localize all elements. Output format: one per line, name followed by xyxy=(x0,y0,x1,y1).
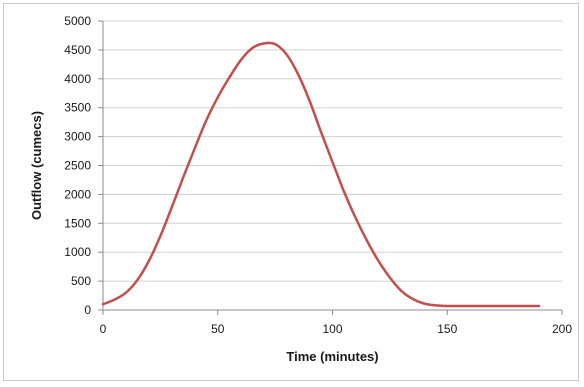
y-tick-label-1000: 1000 xyxy=(64,245,91,259)
y-tick-labels: 0 500 1000 1500 2000 2500 3000 3500 4000 4500 5000 xyxy=(64,14,91,317)
y-tick-label-2500: 2500 xyxy=(64,159,91,173)
y-tick-label-3500: 3500 xyxy=(64,101,91,115)
y-tick-label-3000: 3000 xyxy=(64,130,91,144)
x-tick-label-150: 150 xyxy=(437,322,457,336)
y-tick-label-4500: 4500 xyxy=(64,43,91,57)
y-tick-label-2000: 2000 xyxy=(64,187,91,201)
x-axis-title: Time (minutes) xyxy=(286,349,378,364)
series-layer xyxy=(101,41,541,308)
y-tick-label-0: 0 xyxy=(84,303,91,317)
x-tick-label-200: 200 xyxy=(552,322,572,336)
y-tick-label-1500: 1500 xyxy=(64,216,91,230)
x-tick-label-100: 100 xyxy=(322,322,342,336)
chart-frame xyxy=(3,3,579,381)
x-tick-labels: 0 50 100 150 200 xyxy=(100,322,573,336)
series-line-0 xyxy=(101,41,541,308)
axes xyxy=(98,20,563,315)
y-tick-label-500: 500 xyxy=(71,274,91,288)
y-tick-label-4000: 4000 xyxy=(64,72,91,86)
x-tick-label-50: 50 xyxy=(211,322,225,336)
y-tick-label-5000: 5000 xyxy=(64,14,91,28)
y-axis-title: Outflow (cumecs) xyxy=(29,111,44,220)
x-tick-label-0: 0 xyxy=(100,322,107,336)
grid-lines xyxy=(103,20,562,282)
